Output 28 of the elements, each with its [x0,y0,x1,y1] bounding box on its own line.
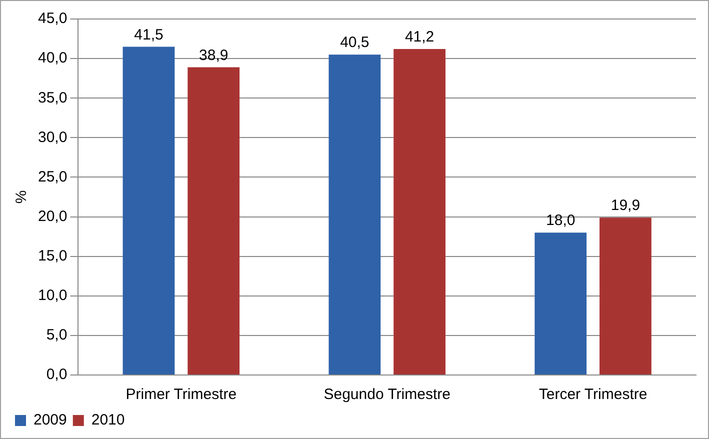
legend-label: 2009 [34,412,67,429]
y-tick-label: 35,0 [38,89,68,106]
bar [328,54,381,374]
y-tick-label: 10,0 [38,287,68,304]
bar [600,218,652,374]
data-label: 40,5 [340,34,370,52]
y-axis-title: % [13,190,30,204]
data-label: 41,5 [134,26,164,44]
data-label: 18,0 [546,212,576,230]
y-tick-label: 5,0 [46,326,68,344]
bar [188,67,240,374]
x-tick-label: Tercer Trimestre [538,386,648,404]
x-tick-label: Primer Trimestre [126,386,237,404]
y-tick-label: 20,0 [38,208,68,225]
bar [122,46,175,374]
y-tick-label: 30,0 [38,128,68,146]
legend-label: 2010 [91,412,125,429]
y-tick-label: 40,0 [38,50,68,67]
bar [394,49,446,374]
y-tick-label: 15,0 [38,247,68,264]
x-tick-label: Segundo Trimestre [324,386,450,404]
y-tick-label: 0,0 [46,366,68,384]
data-label: 38,9 [198,46,228,64]
bar [534,232,587,374]
data-label: 41,2 [404,28,434,46]
data-label: 19,9 [610,197,640,214]
y-tick-label: 45,0 [38,10,68,28]
y-tick-label: 25,0 [38,168,68,186]
